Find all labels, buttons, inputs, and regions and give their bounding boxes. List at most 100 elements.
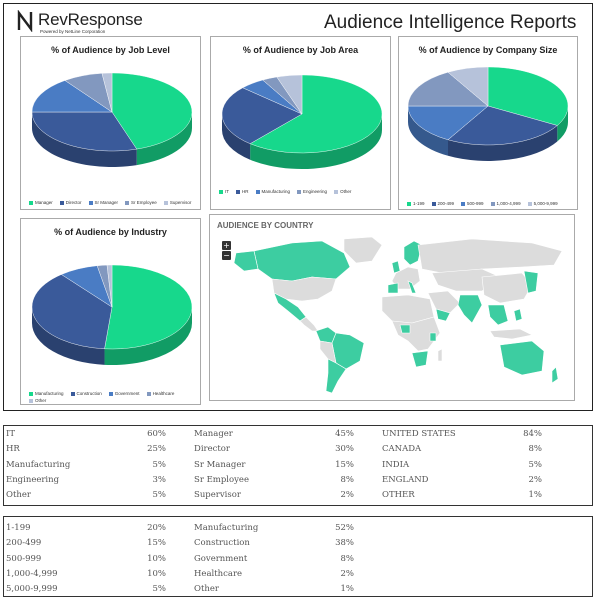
map-scandinavia (403, 240, 423, 266)
page-title: Audience Intelligence Reports (324, 12, 577, 33)
legend-swatch (163, 200, 168, 205)
legend-swatch (431, 201, 436, 206)
map-north-africa (381, 294, 435, 324)
pie-slice-it[interactable] (249, 74, 383, 154)
legend-item[interactable]: Sr Employee (125, 200, 157, 205)
table-row: 1-199 20% (6, 521, 166, 536)
legend-label: 1,000-4,999 (496, 201, 521, 206)
legend-swatch (334, 189, 339, 194)
pie-slice-supervisor[interactable] (101, 72, 113, 113)
pie-slice-500-999[interactable] (407, 105, 489, 140)
pie-slice-hr[interactable] (221, 87, 303, 144)
industry-chart-panel: % of Audience by Industry Manufacturing C… (20, 218, 201, 405)
legend-item[interactable]: IT (219, 189, 229, 194)
legend-swatch (527, 201, 532, 206)
legend-item[interactable]: Manager (29, 200, 53, 205)
legend-label: Sr Employee (131, 200, 157, 205)
company-size-pie (407, 66, 569, 161)
legend-label: Manufacturing (261, 189, 291, 194)
legend-item[interactable]: Manufacturing (29, 391, 64, 396)
legend-item[interactable]: 5,000-9,999 (527, 201, 558, 206)
table-row: 5,000-9,999 5% (6, 582, 166, 597)
pie-slice-manager[interactable] (111, 72, 193, 150)
map-canada (253, 240, 351, 282)
row-value: 20% (147, 523, 166, 533)
pie-slice-director[interactable] (31, 111, 138, 152)
row-value: 2% (340, 568, 355, 579)
pie-slice-other[interactable] (276, 74, 303, 115)
row-value: 15% (335, 459, 354, 470)
row-value: 52% (335, 523, 354, 533)
legend-item[interactable]: HR (236, 189, 249, 194)
legend-item[interactable]: Supervisor (163, 200, 191, 205)
legend-swatch (146, 391, 151, 396)
table-row: 500-999 10% (6, 552, 166, 567)
row-label: Director (194, 444, 230, 455)
table-row: HR 25% (6, 442, 166, 457)
zoom-in-button[interactable]: + (222, 241, 231, 250)
row-label: Healthcare (194, 568, 243, 579)
map-australia (499, 340, 545, 376)
map-central-america (299, 316, 319, 332)
chart-legend: Manufacturing Construction Government Healt… (29, 391, 196, 403)
row-label: 1,000-4,999 (6, 568, 58, 579)
table-row: Government 8% (194, 552, 354, 567)
pie-slice-sr-manager[interactable] (31, 80, 113, 113)
row-label: Manufacturing (194, 523, 259, 533)
map-greenland (343, 236, 383, 264)
row-label: Manager (194, 429, 233, 439)
revresponse-logo[interactable]: RevResponse Powered by NetLine Corporati… (16, 10, 146, 36)
row-label: 200-499 (6, 538, 42, 549)
map-spain (387, 282, 399, 294)
country-column: UNITED STATES 84% CANADA 8% INDIA 5% ENGLAND 2%… (382, 427, 542, 503)
pie-slice-5-000-9-999[interactable] (447, 66, 489, 107)
legend-label: 5,000-9,999 (533, 201, 558, 206)
pie-slice-other[interactable] (106, 264, 113, 308)
table-row: UNITED STATES 84% (382, 427, 542, 442)
legend-item[interactable]: Director (59, 200, 82, 205)
pie-slice-200-499[interactable] (447, 105, 558, 146)
logo-mark-icon (17, 10, 33, 32)
legend-item[interactable]: Government (108, 391, 140, 396)
world-map[interactable] (232, 233, 570, 397)
row-label: OTHER (382, 490, 415, 501)
row-label: UNITED STATES (382, 429, 456, 439)
pie-slice-manufacturing[interactable] (104, 264, 193, 350)
row-label: 500-999 (6, 553, 42, 564)
legend-item[interactable]: 1,000-4,999 (490, 201, 521, 206)
legend-item[interactable]: 200-499 (431, 201, 454, 206)
legend-item[interactable]: Healthcare (146, 391, 174, 396)
row-value: 5% (528, 459, 543, 470)
legend-item[interactable]: Manufacturing (255, 189, 291, 194)
legend-swatch (88, 200, 93, 205)
map-uk (391, 260, 401, 274)
legend-swatch (297, 189, 302, 194)
legend-swatch (407, 201, 411, 206)
legend-item[interactable]: Engineering (297, 189, 327, 194)
legend-item[interactable]: Construction (70, 391, 102, 396)
legend-item[interactable]: 500-999 (461, 201, 484, 206)
pie-slice-construction[interactable] (31, 274, 113, 350)
legend-item[interactable]: Other (334, 189, 351, 194)
legend-swatch (29, 398, 33, 403)
job-level-pie (31, 72, 193, 167)
summary-table-1: IT 60% HR 25% Manufacturing 5% Engineering 3% Ot… (3, 425, 593, 506)
row-value: 5% (152, 459, 167, 470)
row-label: Supervisor (194, 490, 241, 501)
map-alaska (233, 250, 259, 272)
industry-column: Manufacturing 52% Construction 38% Governmen… (194, 521, 354, 597)
legend-item[interactable]: Other (29, 398, 46, 403)
legend-item[interactable]: Sr Manager (88, 200, 118, 205)
pie-slice-1-199[interactable] (487, 66, 569, 126)
zoom-out-button[interactable]: − (222, 251, 231, 260)
row-label: HR (6, 444, 20, 455)
legend-item[interactable]: 1-199 (407, 201, 425, 206)
row-value: 1% (528, 490, 543, 501)
row-label: ENGLAND (382, 474, 429, 485)
pie-slice-side (448, 125, 558, 161)
row-value: 8% (340, 474, 355, 485)
legend-label: Manager (35, 200, 53, 205)
map-southeast-asia (487, 304, 509, 326)
legend-swatch (490, 201, 495, 206)
pie-slice-1-000-4-999[interactable] (407, 72, 489, 107)
